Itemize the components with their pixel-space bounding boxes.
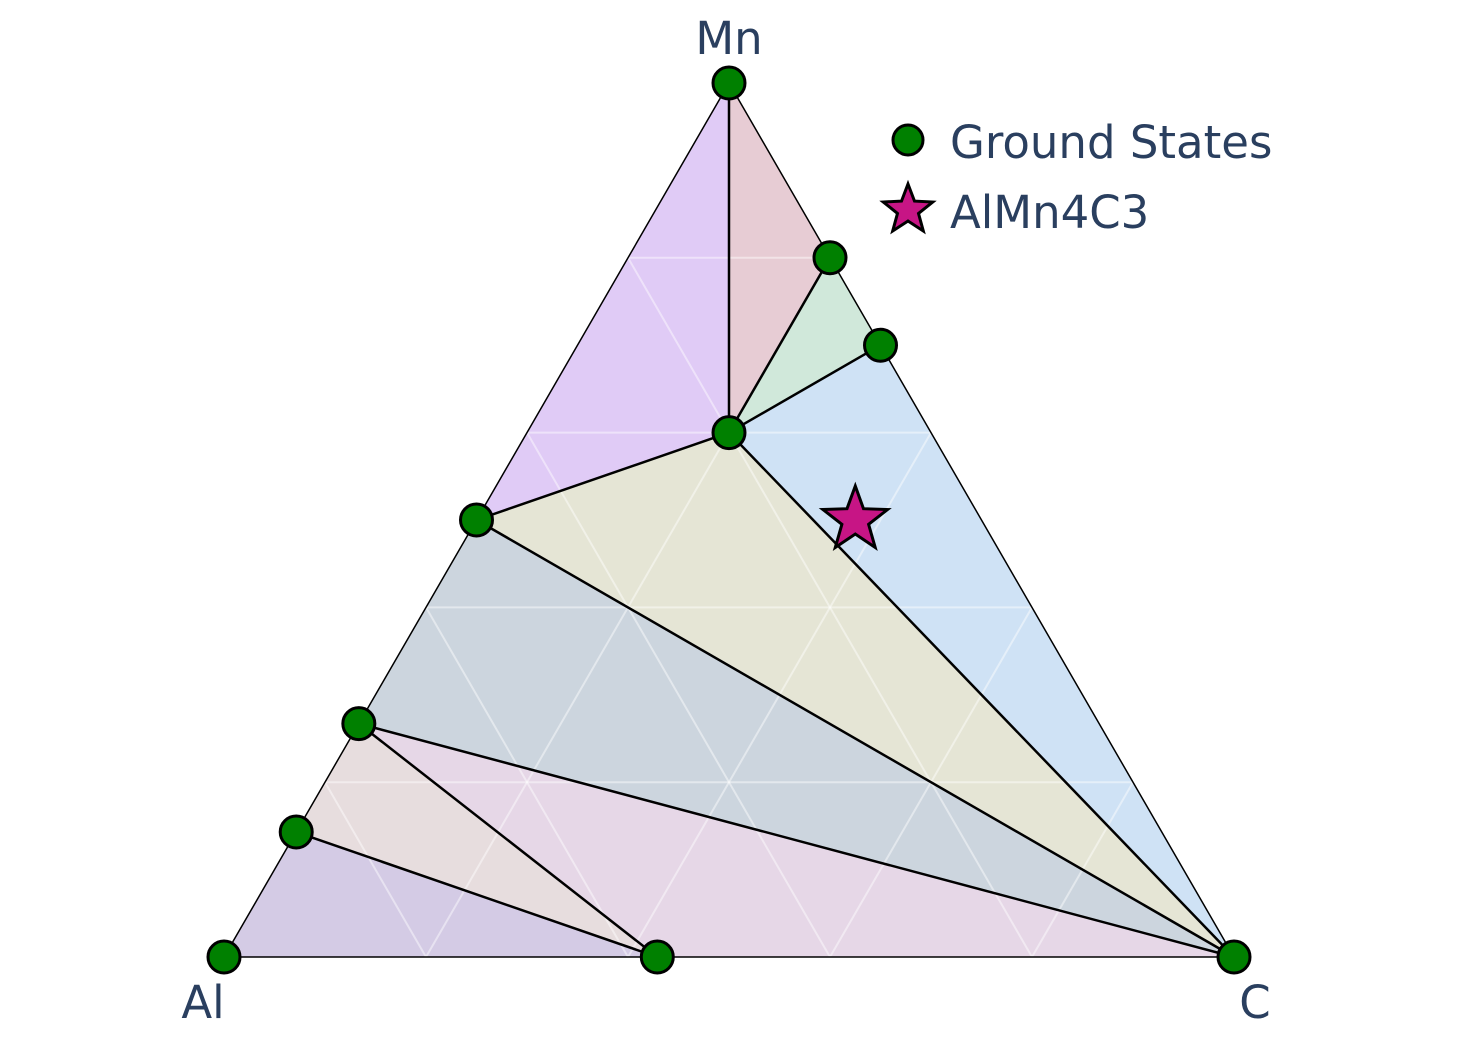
legend-star-marker	[879, 179, 937, 235]
tie-line-1	[727, 257, 832, 434]
ground-state-point-p_left_a[interactable]	[459, 502, 494, 538]
tie-line-7	[358, 722, 659, 958]
grid-line-1-2	[526, 432, 831, 958]
ground-state-point-p_mnc_a[interactable]	[812, 240, 848, 276]
target-star-point[interactable]	[818, 481, 892, 552]
axis-label-right: C	[1239, 976, 1270, 1029]
grid-line-2-2	[425, 606, 629, 958]
facet-2	[729, 257, 881, 433]
legend-target-label: AlMn4C3	[950, 186, 1149, 239]
ground-state-point-p_bottom[interactable]	[639, 939, 675, 975]
tie-line-2	[728, 344, 882, 434]
grid-line-3-2	[324, 781, 427, 958]
tie-line-8	[295, 830, 658, 959]
tie-line-5	[475, 518, 1235, 959]
tie-lines-layer	[295, 83, 1235, 959]
ground-state-point-C[interactable]	[1216, 939, 1252, 975]
ground-state-point-p_left_c[interactable]	[278, 814, 314, 850]
facet-4	[476, 432, 1234, 958]
tie-line-6	[358, 722, 1235, 959]
markers-layer	[206, 65, 1252, 975]
axis-label-left: Al	[181, 976, 224, 1029]
legend: Ground States AlMn4C3	[879, 116, 1272, 239]
facet-1	[729, 83, 830, 433]
legend-item-ground-states[interactable]: Ground States	[891, 116, 1272, 169]
facet-5	[358, 520, 1235, 957]
axis-label-top: Mn	[695, 12, 762, 65]
grid-line-0-2	[627, 257, 1033, 958]
ground-state-point-p_left_b[interactable]	[341, 706, 377, 742]
ground-state-point-p_mnc_b[interactable]	[863, 327, 898, 363]
ground-state-point-Mn[interactable]	[711, 65, 747, 101]
ground-state-point-Al[interactable]	[206, 939, 242, 975]
legend-ground-state-marker	[891, 123, 925, 157]
tie-line-3	[476, 431, 730, 522]
legend-ground-states-label: Ground States	[950, 116, 1272, 169]
facet-8	[224, 832, 658, 957]
ground-state-point-p_center[interactable]	[711, 415, 747, 451]
legend-item-target[interactable]: AlMn4C3	[879, 179, 1149, 239]
facet-7	[296, 723, 658, 957]
tie-line-4	[728, 431, 1235, 958]
